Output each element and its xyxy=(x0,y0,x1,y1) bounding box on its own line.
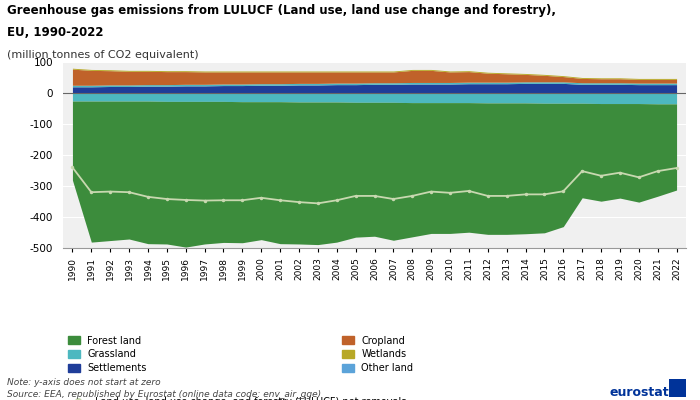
Text: Source: EEA, republished by Eurostat (online data code: env_air_gge): Source: EEA, republished by Eurostat (on… xyxy=(7,390,321,399)
Text: eurostat: eurostat xyxy=(609,386,668,399)
Text: Greenhouse gas emissions from LULUCF (Land use, land use change and forestry),: Greenhouse gas emissions from LULUCF (La… xyxy=(7,4,556,17)
Legend: Land use, land use change, and forestry (LULUCF) net removals: Land use, land use change, and forestry … xyxy=(68,397,407,400)
Text: EU, 1990-2022: EU, 1990-2022 xyxy=(7,26,104,39)
Text: Note: y-axis does not start at zero: Note: y-axis does not start at zero xyxy=(7,378,160,387)
Text: (million tonnes of CO2 equivalent): (million tonnes of CO2 equivalent) xyxy=(7,50,199,60)
